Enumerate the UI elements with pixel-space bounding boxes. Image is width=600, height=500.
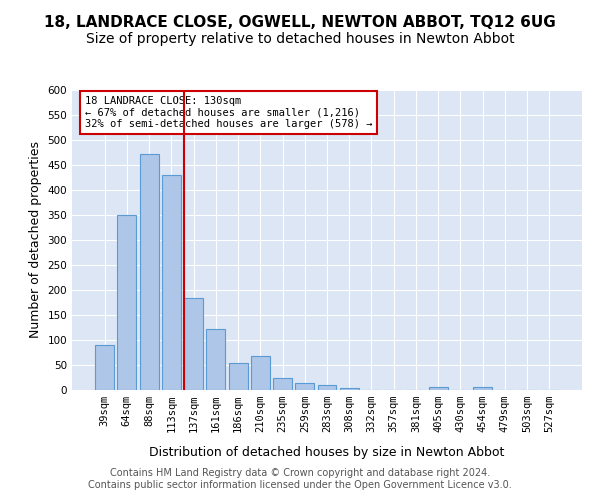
Y-axis label: Number of detached properties: Number of detached properties [29, 142, 42, 338]
Bar [429, 387, 448, 390]
X-axis label: Distribution of detached houses by size in Newton Abbot: Distribution of detached houses by size … [149, 446, 505, 459]
Text: Contains HM Land Registry data © Crown copyright and database right 2024.
Contai: Contains HM Land Registry data © Crown c… [88, 468, 512, 490]
Bar [251, 356, 270, 390]
Bar [206, 329, 225, 390]
Bar [273, 378, 292, 390]
Bar [229, 362, 248, 390]
Bar [118, 215, 136, 390]
Bar [317, 385, 337, 390]
Bar [340, 388, 359, 390]
Text: 18, LANDRACE CLOSE, OGWELL, NEWTON ABBOT, TQ12 6UG: 18, LANDRACE CLOSE, OGWELL, NEWTON ABBOT… [44, 15, 556, 30]
Bar [473, 386, 492, 390]
Text: Size of property relative to detached houses in Newton Abbot: Size of property relative to detached ho… [86, 32, 514, 46]
Bar [162, 175, 181, 390]
Bar [295, 383, 314, 390]
Text: 18 LANDRACE CLOSE: 130sqm
← 67% of detached houses are smaller (1,216)
32% of se: 18 LANDRACE CLOSE: 130sqm ← 67% of detac… [85, 96, 372, 129]
Bar [140, 154, 158, 390]
Bar [184, 298, 203, 390]
Bar [95, 345, 114, 390]
